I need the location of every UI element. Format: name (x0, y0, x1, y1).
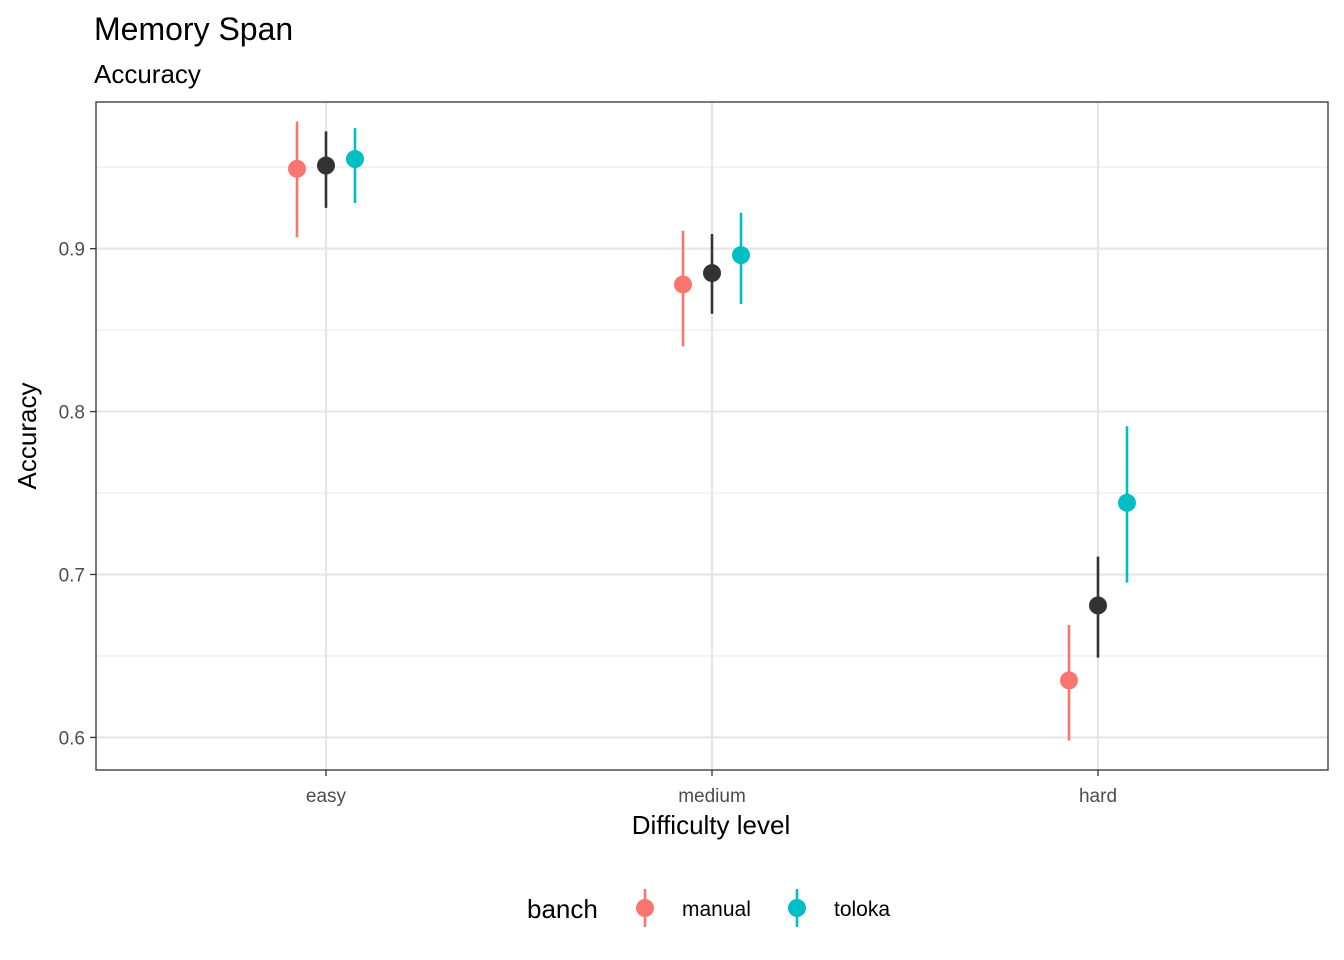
point-overall-medium (703, 264, 721, 283)
x-tick-label-easy: easy (306, 786, 347, 807)
point-overall-hard (1089, 596, 1107, 615)
chart-title: Memory Span (94, 11, 293, 47)
legend-title: banch (527, 894, 598, 924)
point-manual-easy (288, 159, 306, 178)
y-tick-label: 0.7 (59, 565, 85, 586)
point-manual-medium (674, 275, 692, 294)
point-toloka-hard (1118, 493, 1136, 512)
chart-subtitle: Accuracy (94, 59, 201, 89)
y-tick-label: 0.9 (59, 240, 85, 261)
legend-label-toloka: toloka (834, 898, 890, 921)
legend-key-point-manual (636, 899, 654, 917)
legend-label-manual: manual (682, 898, 751, 921)
y-axis-title: Accuracy (12, 383, 42, 490)
point-overall-easy (317, 156, 335, 175)
point-toloka-medium (732, 246, 750, 265)
x-axis-ticks: easy medium hard (306, 770, 1117, 807)
y-axis-ticks: 0.6 0.7 0.8 0.9 (59, 240, 96, 749)
point-toloka-easy (346, 150, 364, 169)
y-tick-label: 0.6 (59, 728, 85, 749)
x-axis-title: Difficulty level (632, 810, 790, 840)
major-gridlines (96, 102, 1328, 770)
x-tick-label-medium: medium (678, 786, 746, 807)
point-manual-hard (1060, 671, 1078, 690)
y-tick-label: 0.8 (59, 403, 85, 424)
legend: banch manual toloka (527, 889, 890, 927)
x-tick-label-hard: hard (1079, 786, 1117, 807)
data-points (288, 150, 1136, 690)
legend-key-point-toloka (788, 899, 806, 917)
